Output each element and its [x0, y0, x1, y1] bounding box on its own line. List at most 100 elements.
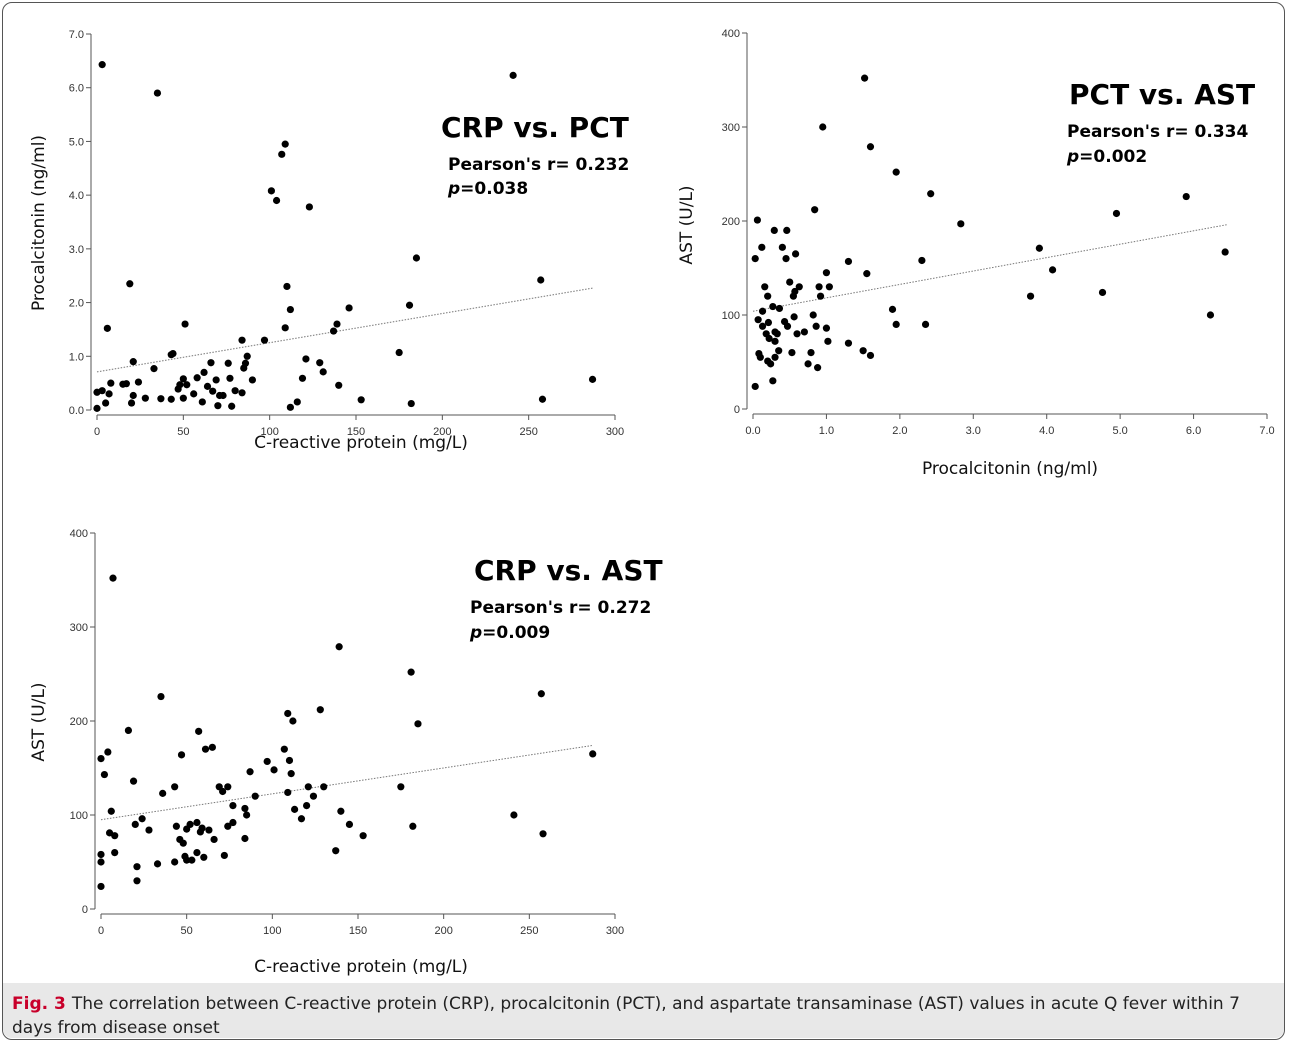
- data-point: [193, 849, 201, 857]
- data-point: [98, 61, 106, 69]
- data-point: [589, 750, 597, 758]
- x-tick-label: 250: [519, 426, 537, 438]
- data-point: [193, 818, 201, 827]
- data-point: [345, 304, 353, 312]
- y-tick-label: 5.0: [69, 136, 84, 148]
- y-axis-label: Procalcitonin (ng/ml): [29, 135, 49, 311]
- data-point: [788, 349, 796, 357]
- data-point: [183, 856, 191, 864]
- data-point: [758, 243, 766, 251]
- p-value: =0.002: [1079, 147, 1147, 167]
- points: [97, 574, 597, 891]
- data-point: [97, 858, 105, 866]
- data-point: [229, 818, 237, 827]
- p-symbol: p: [447, 179, 460, 199]
- data-point: [200, 368, 208, 376]
- data-point: [751, 255, 759, 263]
- data-point: [270, 766, 278, 774]
- data-point: [866, 143, 875, 151]
- data-point: [129, 777, 138, 785]
- data-point: [765, 334, 773, 343]
- data-point: [111, 832, 119, 840]
- x-tick-label: 7.0: [1259, 425, 1274, 437]
- data-point: [97, 850, 105, 859]
- data-point: [305, 203, 313, 211]
- data-point: [510, 811, 518, 819]
- data-point: [293, 398, 301, 406]
- data-point: [359, 832, 367, 840]
- data-point: [203, 382, 212, 390]
- x-tick-label: 5.0: [1112, 425, 1127, 437]
- data-point: [775, 304, 784, 313]
- data-point: [405, 301, 414, 309]
- data-point: [263, 757, 271, 766]
- chart-title: CRP vs. AST: [474, 554, 663, 587]
- data-point: [316, 359, 324, 367]
- data-point: [226, 374, 234, 382]
- trendline: [96, 287, 593, 373]
- data-point: [767, 360, 775, 368]
- data-point: [198, 398, 206, 406]
- data-point: [200, 853, 208, 861]
- data-point: [284, 788, 292, 797]
- chart-title: CRP vs. PCT: [441, 111, 629, 144]
- y-tick-label: 300: [722, 122, 740, 134]
- data-point: [228, 402, 236, 410]
- data-point: [414, 720, 422, 728]
- data-point: [107, 379, 115, 387]
- data-point: [866, 351, 875, 360]
- p-value-label: p=0.038: [447, 179, 528, 199]
- data-point: [105, 390, 113, 398]
- data-point: [208, 743, 216, 751]
- data-point: [756, 353, 764, 361]
- y-tick-label: 7.0: [69, 29, 84, 41]
- data-point: [771, 353, 779, 361]
- data-point: [1182, 192, 1190, 201]
- data-point: [795, 283, 803, 291]
- x-tick-label: 3.0: [966, 425, 981, 437]
- data-point: [176, 381, 184, 389]
- y-tick-label: 6.0: [69, 83, 84, 95]
- data-point: [395, 348, 403, 357]
- data-point: [754, 316, 762, 324]
- data-point: [539, 830, 547, 838]
- data-point: [246, 768, 254, 776]
- data-point: [764, 292, 772, 300]
- data-point: [289, 717, 297, 725]
- y-tick-label: 100: [722, 310, 740, 322]
- data-point: [918, 256, 926, 265]
- y-tick-label: 1.0: [69, 351, 84, 363]
- data-point: [771, 337, 779, 345]
- data-point: [278, 150, 286, 158]
- caption-text: The correlation between C-reactive prote…: [12, 994, 1240, 1038]
- data-point: [809, 311, 817, 319]
- data-point: [281, 324, 289, 332]
- data-point: [859, 347, 867, 355]
- data-point: [804, 360, 812, 368]
- data-point: [272, 196, 281, 205]
- data-point: [134, 378, 143, 386]
- data-point: [238, 336, 246, 344]
- data-point: [286, 403, 294, 411]
- data-point: [783, 322, 792, 330]
- axes: 0.0 1.0 2.0 3.0 4.0 5.0 6.0 7.0 0 100 200 300 400: [722, 28, 1275, 437]
- pearson-r-label: Pearson's r= 0.334: [1067, 122, 1248, 142]
- data-point: [822, 324, 831, 332]
- data-point: [188, 856, 196, 864]
- x-tick-label: 300: [606, 925, 624, 937]
- data-point: [824, 337, 832, 345]
- y-tick-label: 4.0: [69, 190, 84, 202]
- data-point: [97, 755, 105, 763]
- data-point: [103, 324, 111, 332]
- data-point: [157, 692, 165, 701]
- data-point: [129, 391, 137, 400]
- data-point: [220, 851, 228, 860]
- pearson-r-label: Pearson's r= 0.272: [470, 598, 651, 618]
- data-point: [133, 877, 141, 885]
- data-point: [248, 376, 256, 384]
- x-tick-label: 0: [98, 925, 104, 937]
- data-point: [345, 820, 354, 829]
- data-point: [863, 270, 871, 278]
- data-point: [844, 257, 853, 266]
- chart-title: PCT vs. AST: [1069, 78, 1255, 111]
